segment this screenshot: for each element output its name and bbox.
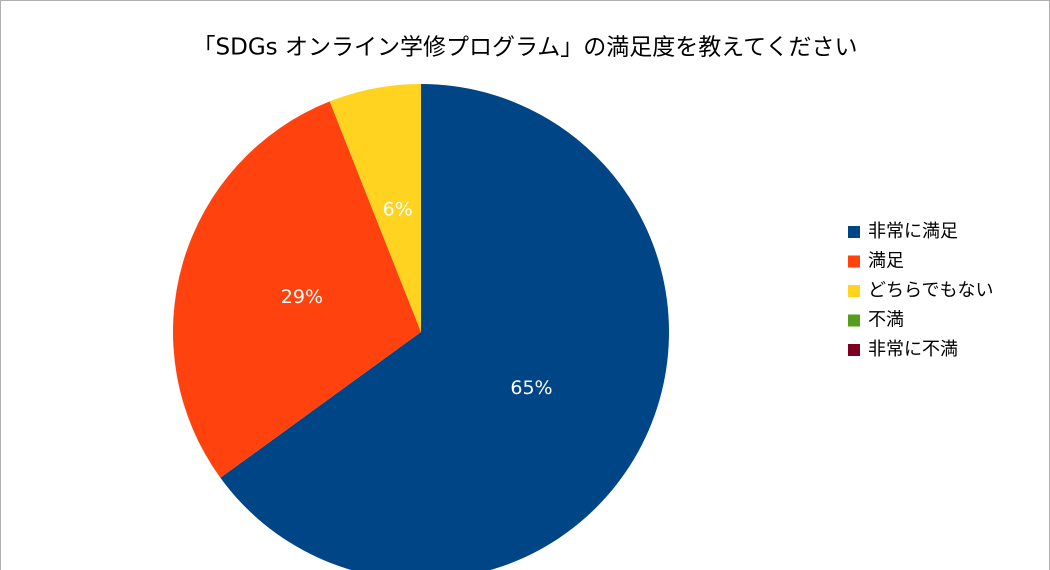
legend-swatch [848,344,860,356]
legend-label: どちらでもない [868,280,993,301]
data-label: 29% [281,286,323,308]
chart-title: 「SDGs オンライン学修プログラム」の満足度を教えてください [193,35,858,61]
pie-slice [220,84,670,570]
legend-label: 満足 [868,251,904,272]
legend-swatch [848,255,860,268]
legend-swatch [848,285,860,297]
legend-swatch [848,314,860,327]
legend-label: 非常に満足 [868,221,958,242]
legend-label: 非常に不満 [868,339,958,360]
legend-label: 不満 [868,310,904,331]
data-label: 65% [510,377,552,399]
legend-swatch [848,226,860,238]
pie-slice [329,84,421,332]
data-label: 6% [383,199,413,221]
pie-slice [172,101,421,478]
